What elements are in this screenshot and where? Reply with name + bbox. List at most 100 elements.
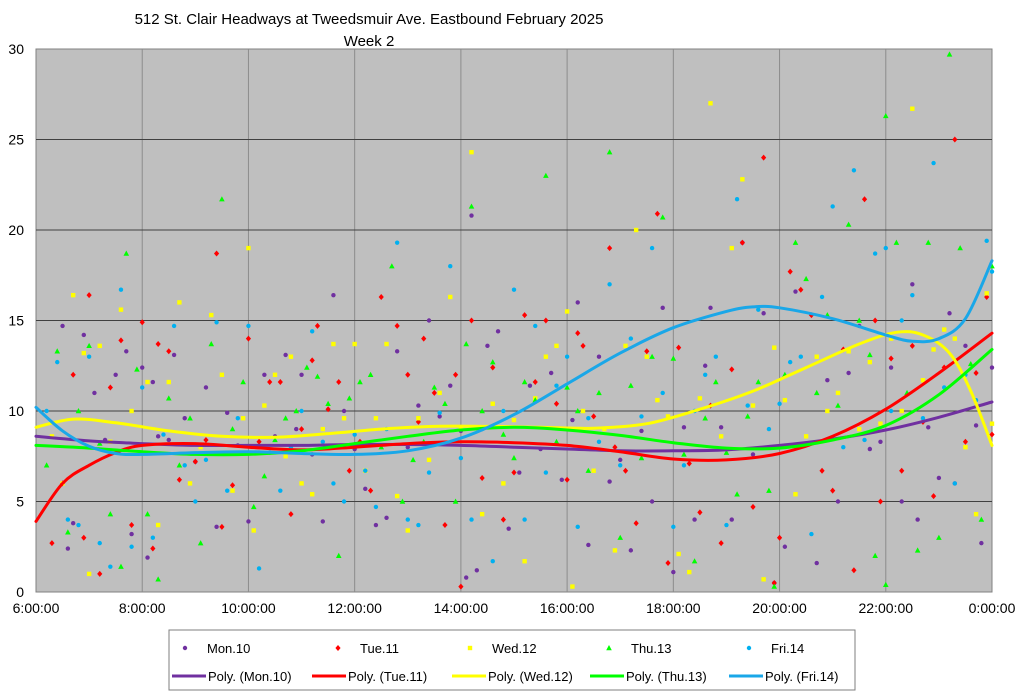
data-point: [591, 413, 597, 420]
data-point: [691, 558, 698, 564]
data-point: [872, 552, 878, 558]
data-point: [644, 354, 649, 359]
legend-marker: [467, 645, 473, 651]
data-point: [527, 383, 533, 388]
data-point: [54, 348, 61, 354]
data-point: [92, 390, 97, 396]
data-point: [129, 544, 134, 549]
data-point: [925, 239, 932, 245]
data-point: [872, 251, 878, 256]
data-point: [405, 371, 411, 378]
legend-marker: [746, 645, 752, 651]
data-point: [803, 275, 809, 282]
data-point: [888, 336, 894, 341]
data-point: [942, 327, 947, 332]
data-point: [341, 408, 347, 414]
data-point: [384, 515, 389, 520]
legend-label: Tue.11: [360, 641, 399, 656]
data-point: [909, 342, 915, 349]
data-point: [862, 437, 867, 443]
data-point: [240, 416, 246, 421]
data-point: [659, 214, 666, 220]
data-point: [367, 371, 374, 377]
data-point: [543, 172, 549, 178]
data-point: [957, 245, 963, 251]
data-point: [282, 415, 289, 421]
data-point: [299, 481, 304, 486]
data-point: [920, 416, 926, 421]
data-point: [229, 426, 236, 432]
data-point: [989, 431, 995, 438]
series-tue-11: [49, 136, 995, 590]
data-point: [713, 354, 719, 359]
data-point: [793, 492, 798, 497]
data-point: [150, 535, 156, 540]
data-point: [113, 372, 118, 377]
data-point: [989, 365, 995, 370]
data-point: [431, 389, 437, 396]
data-point: [570, 417, 575, 423]
data-point: [612, 548, 618, 553]
data-point: [458, 455, 464, 461]
data-point: [570, 584, 575, 589]
data-point: [246, 519, 251, 524]
data-point: [989, 269, 995, 274]
data-point: [500, 516, 506, 523]
data-point: [607, 245, 613, 252]
data-point: [846, 349, 851, 354]
data-point: [166, 348, 172, 355]
x-tick-label: 6:00:00: [13, 600, 60, 616]
data-point: [564, 384, 570, 390]
data-point: [814, 560, 819, 566]
data-point: [740, 177, 745, 182]
data-point: [325, 400, 331, 406]
data-point: [394, 322, 400, 329]
data-point: [431, 384, 438, 390]
x-tick-label: 22:00:00: [859, 600, 914, 616]
data-point: [633, 520, 639, 527]
data-point: [155, 341, 161, 348]
data-point: [819, 467, 825, 474]
data-point: [474, 568, 480, 573]
data-point: [426, 318, 432, 323]
legend-label: Mon.10: [207, 641, 250, 656]
data-point: [554, 383, 559, 388]
legend-label: Thu.13: [631, 641, 671, 656]
data-point: [55, 359, 60, 365]
data-point: [331, 481, 336, 486]
data-point: [118, 287, 124, 292]
data-point: [606, 149, 613, 155]
y-tick-label: 30: [8, 41, 24, 57]
data-point: [70, 292, 76, 298]
data-point: [798, 354, 803, 359]
data-point: [946, 51, 953, 57]
data-point: [352, 432, 357, 437]
data-point: [622, 467, 629, 474]
data-point: [123, 250, 130, 256]
data-point: [421, 335, 427, 342]
data-point: [490, 364, 496, 371]
data-point: [851, 567, 857, 574]
data-point: [448, 383, 453, 388]
data-point: [43, 462, 50, 468]
data-point: [458, 583, 464, 590]
data-point: [448, 264, 453, 269]
data-point: [230, 488, 235, 493]
data-point: [442, 522, 448, 529]
data-point: [394, 493, 400, 499]
data-point: [952, 481, 958, 486]
data-point: [708, 305, 713, 311]
data-point: [65, 517, 71, 522]
data-point: [628, 382, 634, 388]
data-point: [755, 379, 762, 385]
data-point: [495, 329, 501, 334]
data-point: [878, 439, 883, 444]
data-point: [469, 149, 474, 155]
data-point: [910, 106, 915, 111]
data-point: [182, 463, 187, 468]
data-point: [856, 317, 863, 323]
data-point: [899, 408, 904, 414]
data-point: [553, 438, 560, 444]
data-point: [219, 196, 225, 202]
data-point: [346, 395, 353, 401]
